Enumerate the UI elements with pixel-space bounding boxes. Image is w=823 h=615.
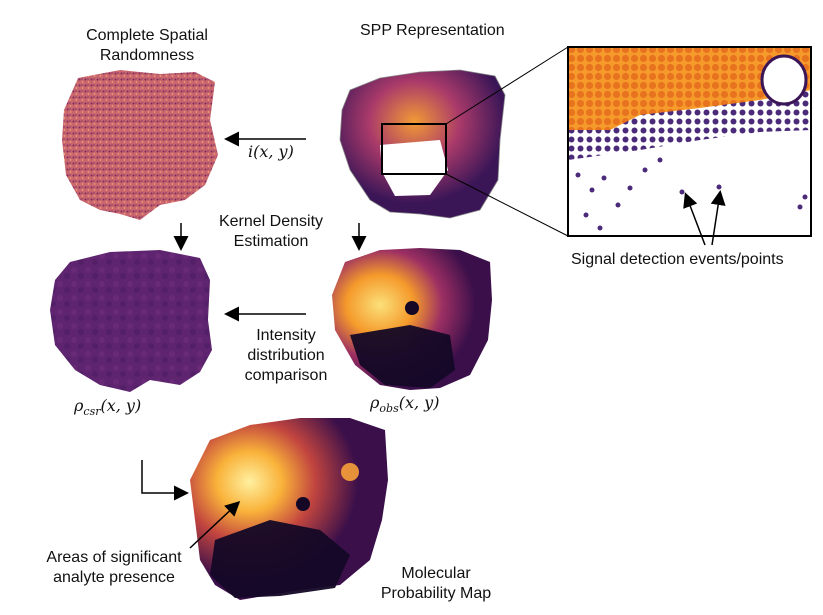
arrow-areas	[189, 500, 241, 549]
spp-void-region	[380, 140, 448, 196]
molecular-map-title: Molecular Probability Map	[380, 565, 492, 602]
csr-title: Complete Spatial Randomness	[86, 27, 208, 64]
csr-density-blob	[62, 70, 218, 220]
kde-label: Kernel Density Estimation	[218, 213, 324, 250]
comparison-label: Intensity distribution comparison	[244, 327, 328, 384]
areas-label: Areas of significant analyte presence	[46, 549, 182, 586]
arrow-signal-2	[710, 190, 726, 246]
rho-obs-label: ρobs(x, y)	[370, 393, 440, 416]
spp-zoom-box	[381, 123, 447, 175]
signal-detection-label: Signal detection events/points	[571, 251, 784, 268]
arrow-signal-1	[683, 192, 706, 246]
zoom-inset	[567, 46, 812, 237]
spp-title: SPP Representation	[360, 22, 505, 39]
arrow-to-map	[141, 460, 189, 501]
rho-obs-dark-region	[350, 325, 455, 388]
map-dark-region	[210, 520, 350, 598]
intensity-function-label: i(x, y)	[248, 142, 294, 161]
rho-csr-label: ρcsr(x, y)	[74, 396, 142, 419]
rho-csr-blob	[50, 250, 212, 392]
